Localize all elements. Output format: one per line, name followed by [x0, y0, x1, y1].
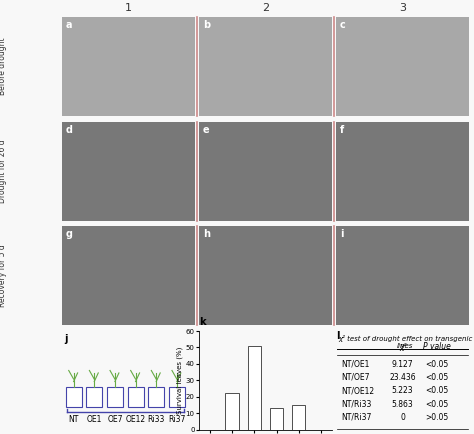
- Text: Drought for 26 d: Drought for 26 d: [0, 139, 7, 203]
- Text: 23.436: 23.436: [389, 373, 416, 382]
- Y-axis label: Survival leaves (%): Survival leaves (%): [176, 347, 183, 414]
- Bar: [226, 394, 239, 430]
- Text: d: d: [65, 125, 73, 135]
- Bar: [292, 405, 305, 430]
- Bar: [270, 408, 283, 430]
- Bar: [128, 387, 144, 408]
- Text: 9.127: 9.127: [392, 359, 413, 368]
- Text: <0.05: <0.05: [426, 359, 449, 368]
- Text: g: g: [65, 230, 73, 240]
- Text: Before drought: Before drought: [0, 38, 7, 95]
- Text: OE12: OE12: [126, 415, 146, 424]
- Bar: [248, 346, 261, 430]
- Text: i: i: [340, 230, 344, 240]
- Text: 1: 1: [125, 3, 132, 13]
- Bar: [107, 387, 123, 408]
- Bar: [86, 387, 102, 408]
- Bar: [148, 387, 164, 408]
- Text: e: e: [203, 125, 210, 135]
- Text: Recovery for 5 d: Recovery for 5 d: [0, 244, 7, 307]
- Text: b: b: [203, 20, 210, 30]
- Text: P value: P value: [423, 342, 451, 351]
- Text: 0: 0: [400, 413, 405, 422]
- Text: a: a: [65, 20, 72, 30]
- Text: Ri33: Ri33: [147, 415, 165, 424]
- Text: >0.05: >0.05: [426, 413, 449, 422]
- Text: j: j: [64, 334, 68, 344]
- Text: f: f: [340, 125, 344, 135]
- Text: k: k: [199, 317, 205, 327]
- Text: χ² test of drought effect on transgenic lines: χ² test of drought effect on transgenic …: [338, 335, 473, 349]
- Text: OE1: OE1: [87, 415, 102, 424]
- Text: 2: 2: [262, 3, 269, 13]
- Text: OE7: OE7: [107, 415, 123, 424]
- Text: <0.05: <0.05: [426, 400, 449, 408]
- Text: 5.223: 5.223: [392, 386, 413, 395]
- Text: 5.863: 5.863: [392, 400, 413, 408]
- Text: <0.05: <0.05: [426, 373, 449, 382]
- Text: h: h: [203, 230, 210, 240]
- Text: NT: NT: [68, 415, 79, 424]
- Text: 3: 3: [399, 3, 406, 13]
- Text: NT/OE12: NT/OE12: [341, 386, 374, 395]
- Text: l: l: [336, 331, 339, 341]
- Text: c: c: [340, 20, 346, 30]
- Bar: [169, 387, 185, 408]
- Text: χ²: χ²: [399, 342, 406, 351]
- Text: NT/Ri37: NT/Ri37: [341, 413, 372, 422]
- Text: Ri37: Ri37: [168, 415, 185, 424]
- Text: NT/OE1: NT/OE1: [341, 359, 370, 368]
- Text: <0.05: <0.05: [426, 386, 449, 395]
- Text: NT/OE7: NT/OE7: [341, 373, 370, 382]
- Bar: [65, 387, 82, 408]
- Text: NT/Ri33: NT/Ri33: [341, 400, 372, 408]
